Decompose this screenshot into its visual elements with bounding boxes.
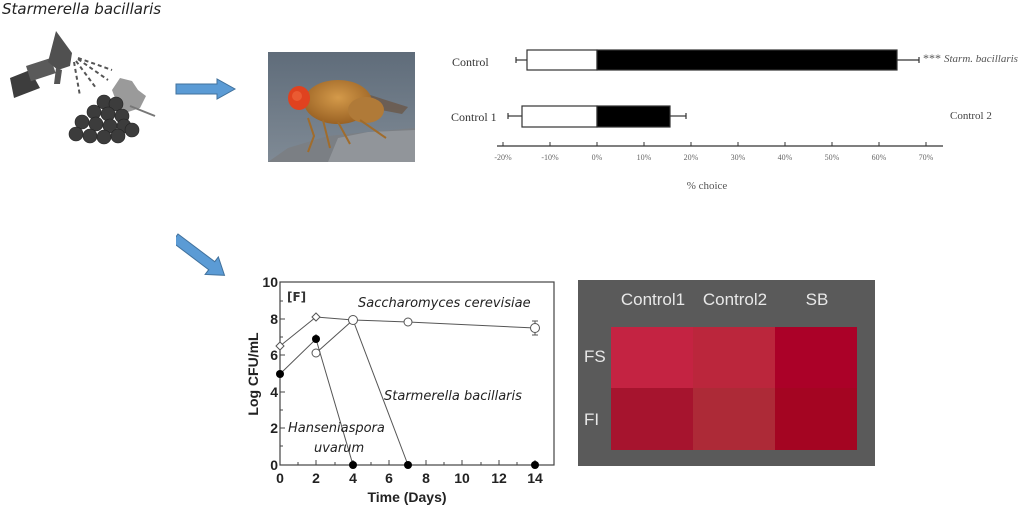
right-arrow-icon xyxy=(175,78,237,100)
heatmap-col-control1: Control1 xyxy=(620,290,686,309)
y-axis-label: Log CFU/mL xyxy=(245,332,261,416)
y-tick: 0 xyxy=(270,457,278,473)
x-tick: -10% xyxy=(541,153,559,162)
marker-filled-circle xyxy=(276,370,284,378)
marker-open-circle xyxy=(311,348,321,358)
x-tick: 10% xyxy=(637,153,652,162)
y-tick: 10 xyxy=(262,274,278,290)
marker-diamond xyxy=(275,341,285,351)
heatmap-cell-fs-control1 xyxy=(611,327,693,388)
label-starmerella: Starmerella bacillaris xyxy=(384,389,522,404)
x-axis-label: % choice xyxy=(687,180,728,192)
heatmap-row-fi: FI xyxy=(584,410,600,429)
x-tick: 30% xyxy=(731,153,746,162)
y-tick: 4 xyxy=(270,384,278,400)
marker-open-circle xyxy=(348,315,358,325)
x-tick: 40% xyxy=(778,153,793,162)
heatmap-row-fs: FS xyxy=(584,347,606,366)
y-tick: 8 xyxy=(270,311,278,327)
marker-filled-circle xyxy=(404,461,412,469)
x-axis-label: Time (Days) xyxy=(367,489,446,505)
row-label-control: Control xyxy=(452,55,489,69)
x-tick: 10 xyxy=(454,470,470,486)
spray-bottle-grapes-icon xyxy=(10,31,156,145)
marker-filled-circle xyxy=(349,461,357,469)
heatmap-cell-fi-sb xyxy=(775,388,857,450)
x-tick: 0 xyxy=(276,470,284,486)
label-hanseniaspora-1: Hanseniaspora xyxy=(288,421,385,436)
x-tick: 50% xyxy=(825,153,840,162)
growth-line-chart: 0 2 4 6 8 10 0 2 4 6 8 10 12 14 Time (Da… xyxy=(245,274,555,505)
row-label-starm: Starm. bacillaris xyxy=(944,53,1018,65)
x-tick: 6 xyxy=(385,470,393,486)
bar-control1-left xyxy=(521,105,598,128)
heatmap-col-control2: Control2 xyxy=(702,290,768,309)
x-tick: -20% xyxy=(494,153,512,162)
heatmap-panel: Control1 Control2 SB FS FI xyxy=(578,280,875,466)
x-tick: 20% xyxy=(684,153,699,162)
x-tick: 4 xyxy=(349,470,357,486)
heatmap-cell-fs-control2 xyxy=(693,327,775,388)
x-tick: 14 xyxy=(527,470,543,486)
heatmap-cell-fi-control2 xyxy=(693,388,775,450)
label-hanseniaspora-2: uvarum xyxy=(314,441,364,456)
bar-control-left xyxy=(526,49,598,71)
row-label-control2: Control 2 xyxy=(950,110,992,122)
marker-filled-circle xyxy=(531,461,539,469)
x-tick: 2 xyxy=(312,470,320,486)
marker-filled-circle xyxy=(312,335,320,343)
fruit-fly-photo xyxy=(268,52,415,162)
x-tick: 0% xyxy=(592,153,603,162)
marker-open-circle xyxy=(530,323,540,333)
marker-open-circle xyxy=(403,317,413,327)
x-tick: 8 xyxy=(422,470,430,486)
bar-starm-right xyxy=(596,49,898,71)
y-tick: 6 xyxy=(270,347,278,363)
panel-label: [F] xyxy=(287,290,306,304)
y-tick: 2 xyxy=(270,420,278,436)
species-title: Starmerella bacillaris xyxy=(2,0,162,18)
heatmap-cell-fs-sb xyxy=(775,327,857,388)
choice-bar-chart: Control *** Starm. bacillaris Control 1 … xyxy=(451,49,1018,192)
x-tick: 70% xyxy=(919,153,934,162)
marker-diamond xyxy=(311,312,321,322)
label-saccharomyces: Saccharomyces cerevisiae xyxy=(358,296,531,311)
significance-stars: *** xyxy=(923,51,941,65)
row-label-control1: Control 1 xyxy=(451,110,497,124)
heatmap-col-sb: SB xyxy=(805,290,829,309)
x-tick: 60% xyxy=(872,153,887,162)
bar-control2-right xyxy=(596,105,671,128)
down-right-arrow-icon xyxy=(176,233,226,276)
x-tick: 12 xyxy=(491,470,507,486)
heatmap-cell-fi-control1 xyxy=(611,388,693,450)
